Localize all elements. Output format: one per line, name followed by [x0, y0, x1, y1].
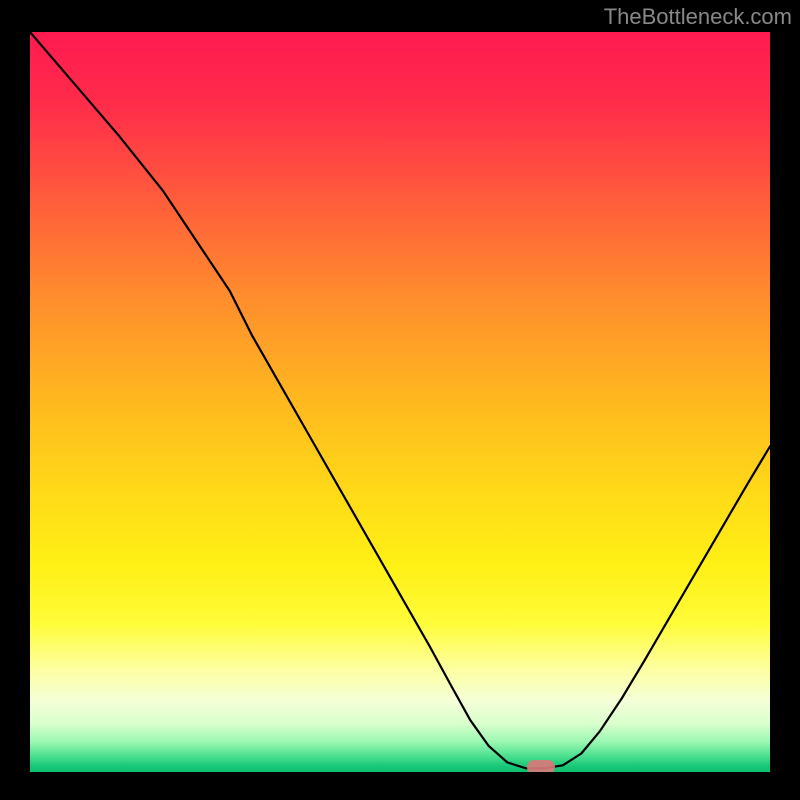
curve-path: [30, 32, 770, 768]
bottleneck-curve: [30, 32, 770, 772]
optimal-point-marker: [527, 760, 555, 772]
watermark-text: TheBottleneck.com: [604, 4, 792, 30]
plot-area: [30, 32, 770, 772]
